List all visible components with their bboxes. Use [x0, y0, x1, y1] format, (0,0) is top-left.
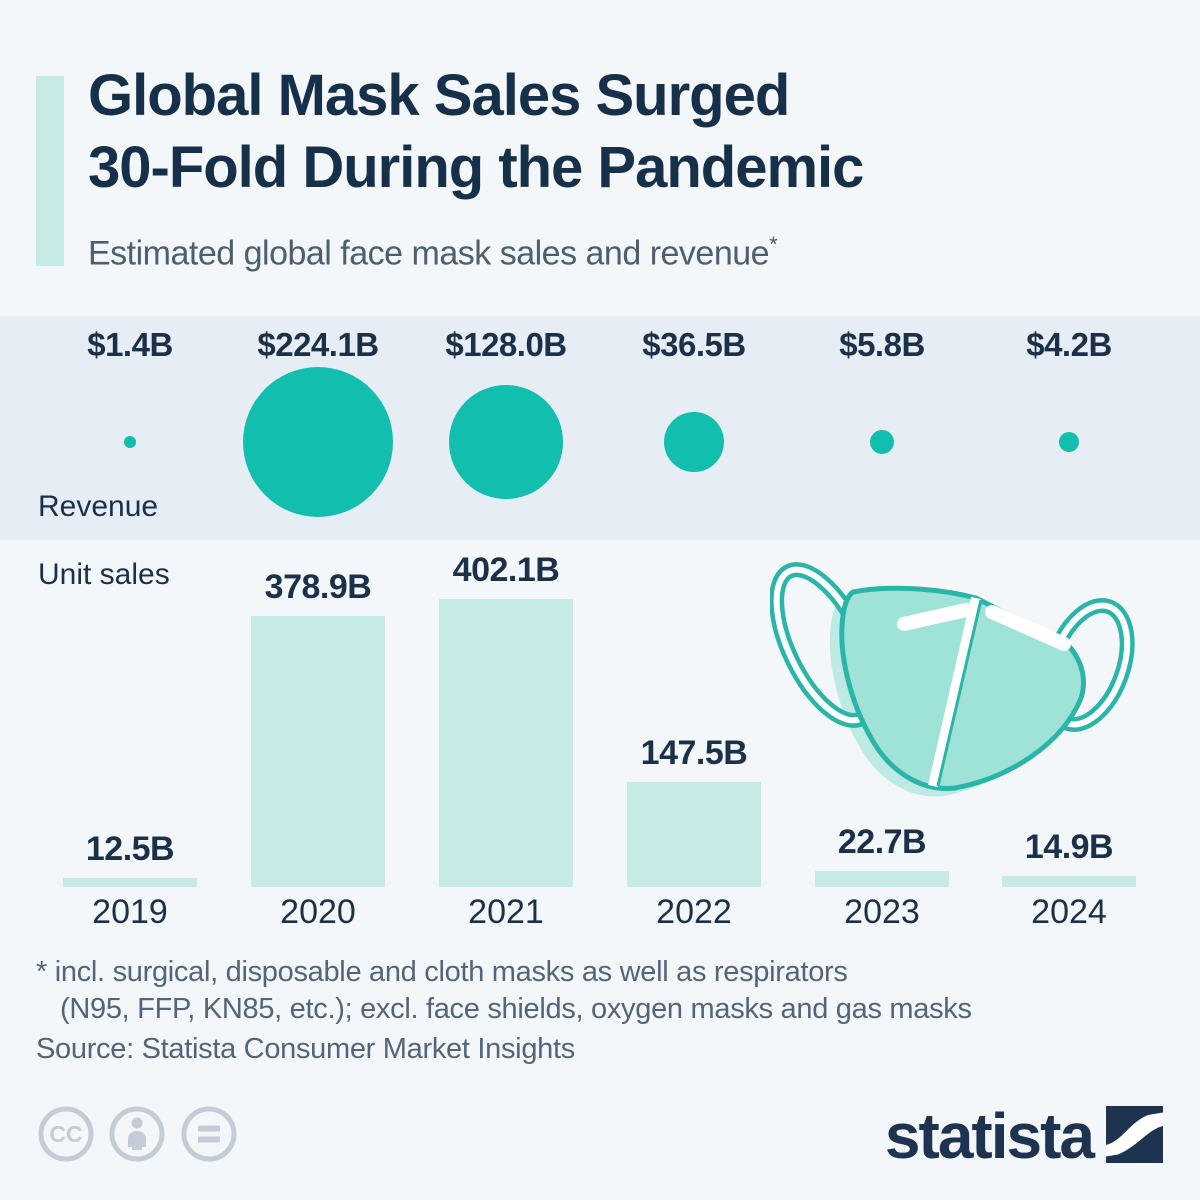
face-mask-illustration [770, 562, 1135, 797]
year-label: 2023 [844, 893, 920, 931]
year-label: 2020 [280, 893, 356, 931]
page-title-line2: 30-Fold During the Pandemic [88, 134, 864, 200]
unit-sales-bar [815, 870, 949, 887]
footnote-marker: * [769, 232, 778, 257]
statista-logo: statista [884, 1096, 1163, 1172]
unit-sales-bar [1002, 876, 1136, 887]
mask-strap-highlight-right [985, 605, 1071, 651]
unit-sales-bar [63, 878, 197, 887]
page-title: Global Mask Sales Surged 30-Fold During … [88, 60, 1168, 204]
title-accent-bar [36, 76, 64, 266]
license-icons: CC [38, 1106, 237, 1162]
cc-icon: CC [38, 1106, 94, 1162]
unit-sales-value-label: 22.7B [837, 822, 927, 861]
year-label: 2021 [468, 893, 544, 931]
mask-fold-line [936, 599, 983, 787]
unit-sales-value-label: 402.1B [452, 551, 560, 590]
unit-sales-bar [251, 616, 385, 887]
revenue-value-label: $4.2B [1026, 326, 1112, 363]
revenue-bubble [663, 411, 725, 473]
unit-sales-axis-label: Unit sales [38, 558, 170, 591]
revenue-bubble [869, 429, 895, 455]
equals-icon [181, 1106, 237, 1162]
footnote-line-2: (N95, FFP, KN85, etc.); excl. face shiel… [60, 993, 972, 1025]
revenue-value-label: $128.0B [445, 326, 567, 363]
revenue-value-label: $224.1B [257, 326, 379, 363]
revenue-bubble [449, 385, 563, 499]
revenue-value-label: $5.8B [839, 326, 925, 363]
svg-text:CC: CC [49, 1121, 82, 1147]
unit-sales-bar [439, 599, 573, 887]
revenue-bubble [242, 366, 394, 518]
revenue-value-label: $36.5B [642, 326, 746, 363]
revenue-bubble [124, 436, 136, 448]
mask-strap-highlight-left [897, 603, 973, 631]
revenue-value-label: $1.4B [87, 326, 173, 363]
year-label: 2022 [656, 893, 732, 931]
year-label: 2019 [92, 893, 168, 931]
unit-sales-bar [627, 781, 761, 887]
revenue-axis-label: Revenue [38, 490, 159, 523]
statista-wordmark: statista [884, 1099, 1095, 1172]
unit-sales-value-label: 378.9B [264, 568, 372, 607]
unit-sales-value-label: 147.5B [640, 733, 748, 772]
revenue-bubble [1058, 431, 1080, 453]
attribution-person-icon [109, 1106, 165, 1162]
revenue-band-background [0, 316, 1200, 540]
page-subtitle: Estimated global face mask sales and rev… [88, 232, 778, 273]
mask-body [839, 585, 1086, 791]
statista-logo-mark [1106, 1106, 1163, 1163]
source-line: Source: Statista Consumer Market Insight… [36, 1033, 575, 1065]
page-title-line1: Global Mask Sales Surged [88, 63, 790, 128]
footnote-line-1: * incl. surgical, disposable and cloth m… [36, 956, 848, 988]
unit-sales-value-label: 12.5B [85, 830, 175, 869]
mask-fold-highlight [928, 596, 981, 788]
unit-sales-value-label: 14.9B [1024, 828, 1114, 867]
year-label: 2024 [1031, 893, 1107, 931]
